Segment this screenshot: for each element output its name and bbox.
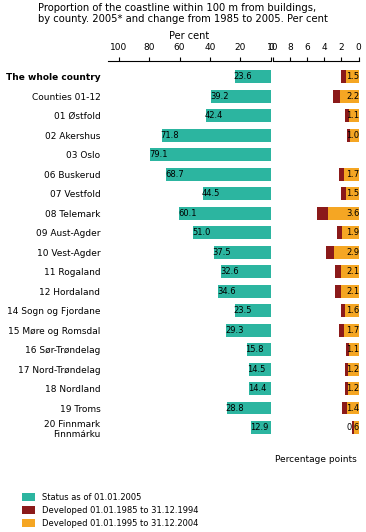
Bar [214, 246, 271, 259]
Text: 79.1: 79.1 [149, 150, 168, 159]
Text: 68.7: 68.7 [165, 170, 184, 179]
Text: 1.1: 1.1 [347, 111, 360, 120]
Bar [335, 265, 341, 278]
Bar [226, 324, 271, 337]
Bar [341, 285, 359, 297]
Text: 42.4: 42.4 [205, 111, 224, 120]
Bar [333, 90, 340, 103]
Bar [341, 304, 345, 317]
Bar [346, 343, 349, 356]
Bar [339, 324, 344, 337]
Bar [203, 187, 271, 200]
X-axis label: Per cent: Per cent [169, 31, 209, 41]
Text: 2.9: 2.9 [347, 248, 360, 257]
Bar [247, 343, 271, 356]
Bar [161, 129, 271, 142]
Bar [345, 304, 359, 317]
Bar [346, 187, 359, 200]
Bar [345, 110, 349, 122]
Text: 23.6: 23.6 [234, 72, 252, 81]
Text: 3.6: 3.6 [346, 209, 360, 218]
Bar [345, 363, 348, 376]
Text: 15.8: 15.8 [246, 345, 264, 354]
Bar [166, 168, 271, 180]
Text: 1.4: 1.4 [347, 404, 360, 413]
Bar [341, 265, 359, 278]
Bar [317, 207, 328, 220]
Bar [150, 148, 271, 161]
Bar [211, 90, 271, 103]
Bar [251, 421, 271, 434]
Bar [335, 285, 341, 297]
Bar [328, 207, 359, 220]
Text: Proportion of the coastline within 100 m from buildings,
by county. 2005* and ch: Proportion of the coastline within 100 m… [38, 3, 328, 24]
Bar [249, 383, 271, 395]
Text: 1.2: 1.2 [347, 364, 360, 373]
Text: 1.0: 1.0 [347, 131, 360, 140]
Text: 1.2: 1.2 [347, 384, 360, 393]
Bar [179, 207, 271, 220]
Bar [344, 168, 359, 180]
Bar [347, 129, 350, 142]
Bar [339, 168, 344, 180]
Bar [341, 70, 346, 83]
Bar [350, 129, 359, 142]
Bar [221, 265, 271, 278]
Text: 44.5: 44.5 [202, 189, 220, 198]
Text: 1.7: 1.7 [347, 326, 360, 335]
Text: 12.9: 12.9 [250, 423, 268, 432]
Text: 14.4: 14.4 [248, 384, 266, 393]
Bar [342, 402, 347, 414]
Bar [326, 246, 334, 259]
Text: 2.1: 2.1 [347, 267, 360, 276]
Bar [342, 227, 359, 239]
Text: 2.1: 2.1 [347, 287, 360, 296]
Bar [206, 110, 271, 122]
Bar [349, 343, 359, 356]
Bar [249, 363, 271, 376]
Bar [346, 70, 359, 83]
Text: 0.6: 0.6 [347, 423, 360, 432]
Bar [348, 383, 359, 395]
Bar [218, 285, 271, 297]
Legend: Status as of 01.01.2005, Developed 01.01.1985 to 31.12.1994, Developed 01.01.199: Status as of 01.01.2005, Developed 01.01… [22, 493, 198, 528]
Bar [345, 383, 348, 395]
Text: 23.5: 23.5 [234, 306, 252, 315]
Text: 32.6: 32.6 [220, 267, 239, 276]
Text: 28.8: 28.8 [226, 404, 244, 413]
Bar [193, 227, 271, 239]
Text: 37.5: 37.5 [213, 248, 231, 257]
Text: 39.2: 39.2 [210, 92, 228, 101]
Bar [347, 402, 359, 414]
Text: 14.5: 14.5 [247, 364, 266, 373]
Text: 29.3: 29.3 [225, 326, 243, 335]
Text: 1.5: 1.5 [347, 189, 360, 198]
Bar [352, 421, 354, 434]
Bar [354, 421, 359, 434]
Bar [337, 227, 342, 239]
Text: 1.5: 1.5 [347, 72, 360, 81]
Bar [341, 187, 346, 200]
Bar [235, 304, 271, 317]
Text: 2.2: 2.2 [347, 92, 360, 101]
Text: 1.1: 1.1 [347, 345, 360, 354]
Text: 1.6: 1.6 [347, 306, 360, 315]
Text: 71.8: 71.8 [160, 131, 179, 140]
Bar [235, 70, 271, 83]
Bar [348, 363, 359, 376]
Text: 51.0: 51.0 [192, 228, 210, 237]
Text: 60.1: 60.1 [178, 209, 197, 218]
Text: 1.7: 1.7 [347, 170, 360, 179]
Text: 1.9: 1.9 [347, 228, 360, 237]
Text: Percentage points: Percentage points [275, 455, 356, 464]
Bar [340, 90, 359, 103]
Bar [344, 324, 359, 337]
Bar [227, 402, 271, 414]
Bar [334, 246, 359, 259]
Text: 34.6: 34.6 [217, 287, 236, 296]
Bar [349, 110, 359, 122]
